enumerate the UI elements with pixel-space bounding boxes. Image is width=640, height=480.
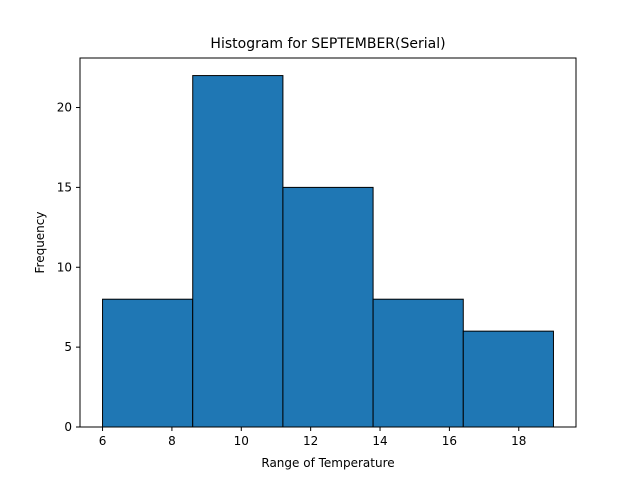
x-tick-label: 8 [168, 434, 176, 448]
y-axis: 0 5 10 15 20 [57, 101, 80, 434]
y-tick-label: 20 [57, 101, 72, 115]
y-tick-label: 5 [64, 340, 72, 354]
plot-area-frame [79, 57, 577, 428]
x-tick-label: 14 [372, 434, 387, 448]
y-tick-label: 0 [64, 420, 72, 434]
x-tick-label: 12 [303, 434, 318, 448]
x-tick-label: 10 [234, 434, 249, 448]
histogram-bar [372, 298, 464, 428]
histogram-bar [462, 330, 554, 428]
y-tick-label: 10 [57, 260, 72, 274]
x-tick-label: 18 [511, 434, 526, 448]
histogram-bar [102, 298, 194, 428]
y-axis-label: Frequency [33, 212, 47, 274]
x-axis-label: Range of Temperature [261, 456, 394, 470]
x-tick-label: 16 [442, 434, 457, 448]
x-axis: 6 8 10 12 14 16 18 [99, 427, 526, 448]
histogram-bar [192, 75, 284, 428]
y-tick-label: 15 [57, 180, 72, 194]
histogram-bar [282, 186, 374, 428]
chart-title: Histogram for SEPTEMBER(Serial) [210, 36, 445, 52]
bars-group [102, 75, 554, 428]
x-tick-label: 6 [99, 434, 107, 448]
